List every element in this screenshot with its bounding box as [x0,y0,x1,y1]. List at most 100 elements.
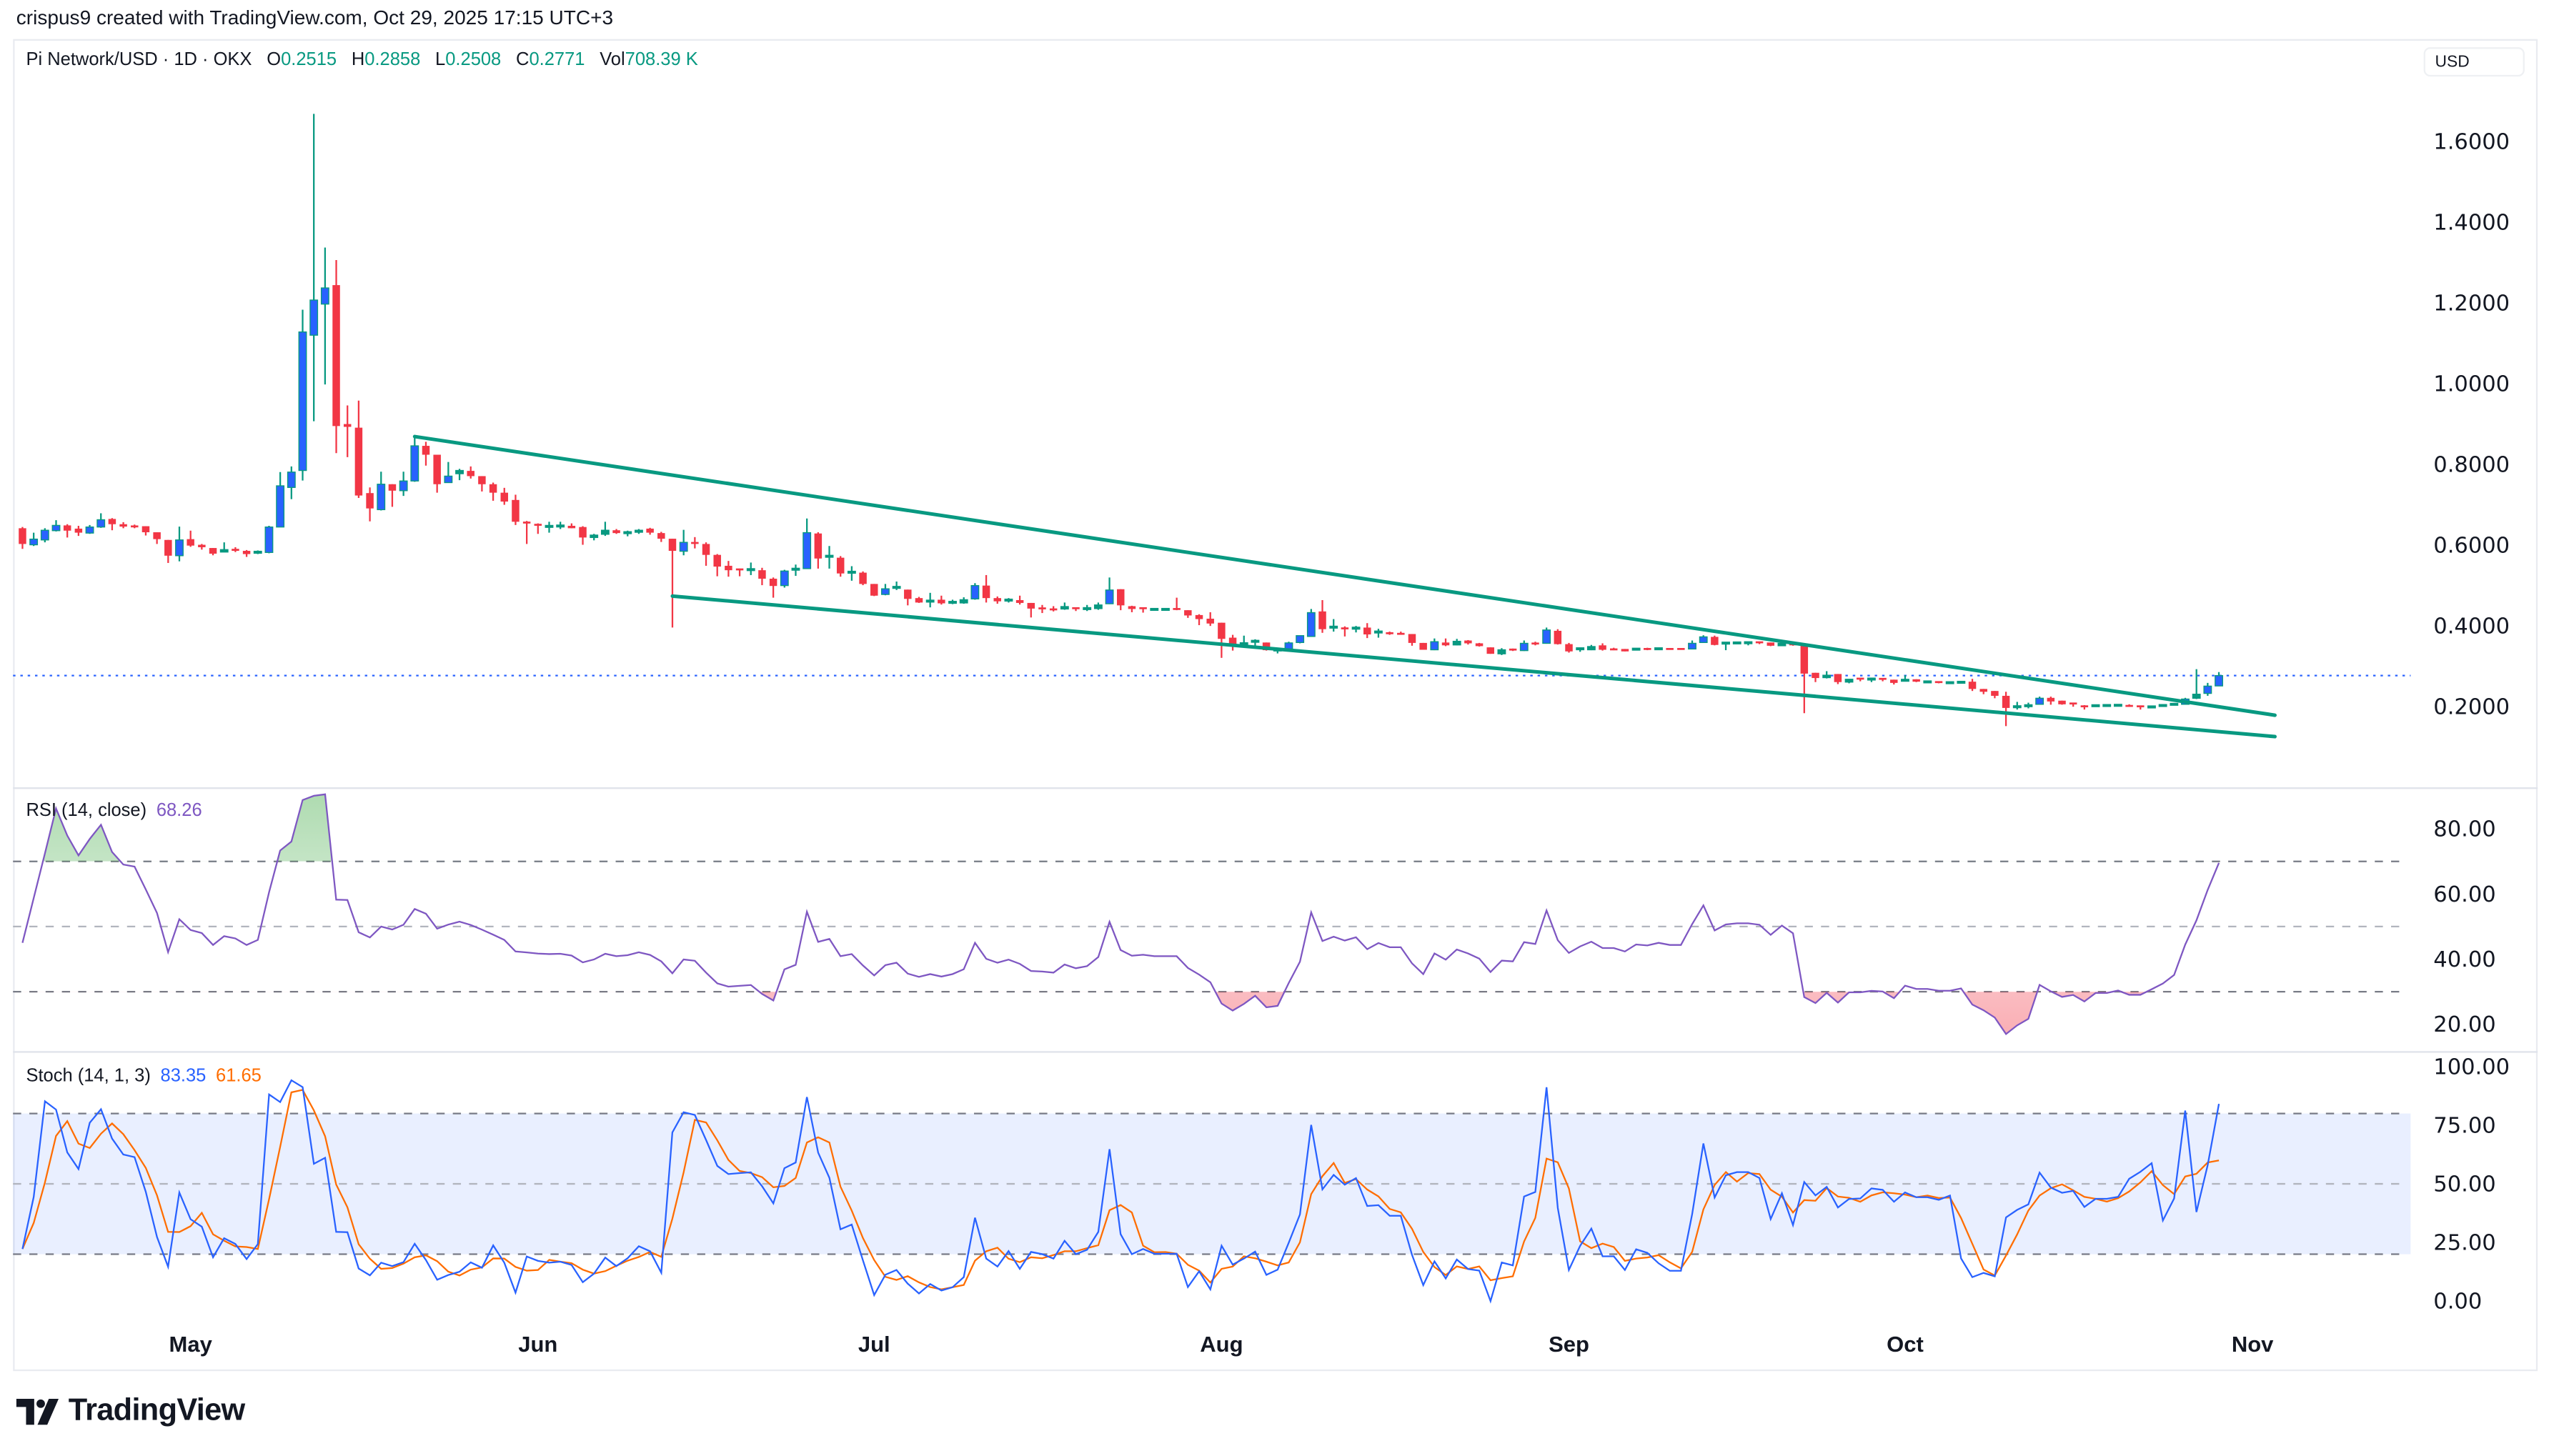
candle [2158,704,2167,707]
candle [1441,638,1450,647]
candle-body [141,526,150,533]
candle [1475,642,1484,647]
candle [287,466,296,499]
candle-body [959,599,968,604]
candle [40,528,49,543]
candle [232,547,239,552]
candle-body [298,331,307,472]
price-axis[interactable]: 1.6000 1.4000 1.2000 1.0000 0.8000 0.6000 0.40… [2433,129,2510,1314]
candle-body [1441,642,1450,646]
candle-body [1586,646,1596,651]
candle [1554,629,1562,645]
candle-body [814,533,823,559]
stoch-tick-label: 0.00 [2433,1290,2482,1315]
candle [1452,639,1461,646]
symbol-legend: Pi Network/USD · 1D · OKX O0.2515 H0.285… [26,51,707,70]
candle-body [1284,642,1293,650]
candle [959,597,968,604]
candle-body [287,472,296,488]
candle-body [478,476,486,484]
candle-body [679,542,688,552]
candle-body [1373,630,1383,634]
candle-body [242,551,251,554]
candle [2080,704,2089,710]
candle-body [623,531,632,534]
candle [500,487,509,505]
candle [679,529,688,556]
candle-body [1644,648,1651,650]
candle-body [74,528,83,533]
candle [567,523,576,529]
candle [51,520,61,532]
candle [1822,671,1832,679]
candle [646,527,654,535]
candle [366,487,374,522]
candle-body [590,534,599,539]
candle-body [1105,589,1114,604]
candle-body [892,586,901,589]
trendline-lower[interactable] [670,594,2277,739]
tradingview-logo[interactable]: TradingView [16,1394,245,1430]
candle [1497,648,1506,655]
candle-body [1452,640,1461,646]
time-axis[interactable]: May Jun Jul Aug Sep Oct Nov [169,1332,2275,1357]
candle [1879,677,1887,682]
candle-body [1890,679,1898,683]
candle [1105,577,1114,604]
candle-body [1195,614,1203,619]
time-tick-label: Jul [858,1332,890,1357]
stoch-tick-label: 50.00 [2433,1172,2495,1197]
candle-body [1957,680,1966,684]
candle [1161,607,1170,612]
rsi-title[interactable]: RSI (14, close) [26,801,147,821]
chart-frame [13,39,2538,1372]
candle [1721,642,1730,651]
rsi-line [21,793,2220,1036]
candle-body [1173,608,1181,610]
symbol-title[interactable]: Pi Network/USD · 1D · OKX [26,50,252,71]
candle-body [1306,612,1316,637]
candle [1901,675,1909,682]
candle-body [1318,611,1326,629]
rsi-tick-label: 40.00 [2433,947,2495,972]
candle-body [579,527,587,538]
candle [1128,605,1136,612]
stoch-title[interactable]: Stoch (14, 1, 3) [26,1066,151,1087]
candle-body [1486,647,1494,654]
candle-body [836,557,845,574]
candle-body [1430,641,1439,651]
candle [1890,679,1898,685]
time-tick-label: Aug [1200,1332,1243,1357]
candle-body [982,585,990,599]
candle-body [1262,642,1271,651]
candle [522,521,531,544]
candle-body [1968,682,1977,689]
candle [1542,627,1551,644]
candle-body [2147,705,2156,709]
rsi-tick-label: 20.00 [2433,1012,2495,1037]
candle-body [948,601,957,604]
candle [298,309,307,481]
candle-body [1004,598,1013,602]
candle-body [735,568,744,571]
trendlines[interactable] [412,434,2277,739]
candle [1318,599,1326,633]
currency-button[interactable]: USD [2423,47,2525,77]
candle-body [1755,641,1764,644]
candle [19,527,26,549]
candle [2069,702,2077,707]
candle [1206,612,1214,627]
candle-body [1397,632,1405,635]
candle [847,566,856,581]
candle-body [970,584,980,599]
candle-body [1901,679,1909,682]
candle [925,592,935,608]
candle [1844,679,1854,684]
candle [264,525,274,554]
candle-body [164,539,172,556]
tradingview-logo-icon [16,1398,59,1425]
candles [19,114,2223,727]
candle [2102,704,2112,707]
trendline-upper[interactable] [412,434,2277,717]
